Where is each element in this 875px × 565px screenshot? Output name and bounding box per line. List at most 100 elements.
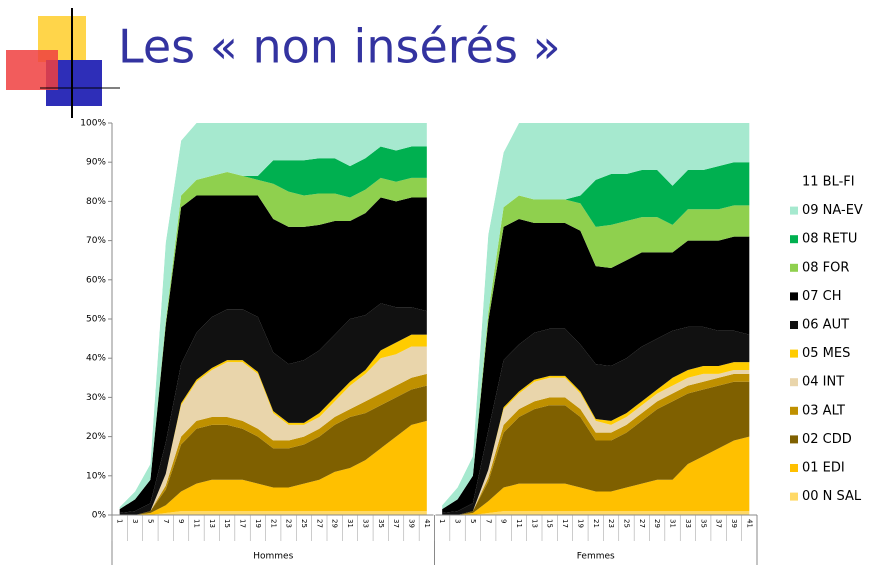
x-tick-label: 15 bbox=[223, 519, 231, 528]
x-tick-label: 27 bbox=[315, 519, 323, 528]
legend-label: 08 RETU bbox=[802, 232, 857, 247]
x-tick-label: 25 bbox=[622, 519, 630, 528]
legend-label: 07 CH bbox=[802, 289, 842, 304]
legend-swatch bbox=[790, 406, 798, 415]
group-label: Hommes bbox=[253, 552, 293, 562]
area bbox=[442, 123, 750, 506]
x-tick-label: 3 bbox=[454, 519, 462, 523]
x-tick-label: 25 bbox=[300, 519, 308, 528]
legend-swatch bbox=[790, 235, 798, 244]
x-tick-label: 33 bbox=[361, 519, 369, 528]
y-tick-label: 80% bbox=[86, 197, 106, 207]
legend-swatch bbox=[790, 349, 798, 358]
legend-label: 05 MES bbox=[802, 346, 850, 361]
x-tick-label: 39 bbox=[407, 519, 415, 528]
area bbox=[442, 436, 750, 515]
x-tick-label: 39 bbox=[730, 519, 738, 528]
legend-swatch bbox=[790, 263, 798, 272]
area bbox=[119, 123, 427, 508]
area bbox=[442, 162, 750, 510]
legend-swatch bbox=[790, 464, 798, 472]
x-tick-label: 1 bbox=[116, 519, 124, 523]
x-tick-label: 7 bbox=[484, 519, 492, 523]
y-tick-label: 60% bbox=[86, 275, 106, 285]
x-tick-label: 41 bbox=[745, 519, 753, 528]
area bbox=[442, 369, 750, 515]
legend-label: 01 EDI bbox=[802, 461, 845, 476]
x-tick-label: 41 bbox=[423, 519, 431, 528]
y-tick-label: 20% bbox=[86, 432, 106, 442]
x-tick-label: 17 bbox=[561, 519, 569, 528]
x-tick-label: 7 bbox=[162, 519, 170, 523]
legend-swatch bbox=[790, 435, 798, 444]
area bbox=[119, 373, 427, 515]
area bbox=[119, 334, 427, 515]
area bbox=[442, 381, 750, 515]
x-tick-label: 35 bbox=[699, 519, 707, 528]
legend-swatch bbox=[790, 292, 798, 301]
x-tick-label: 13 bbox=[530, 519, 538, 528]
x-tick-label: 9 bbox=[500, 519, 508, 523]
x-tick-label: 15 bbox=[546, 519, 554, 528]
legend-swatch bbox=[790, 321, 798, 329]
legend-label: 02 CDD bbox=[802, 432, 852, 447]
area bbox=[119, 346, 427, 515]
y-tick-label: 30% bbox=[86, 393, 106, 403]
x-tick-label: 37 bbox=[715, 519, 723, 528]
area bbox=[119, 420, 427, 515]
x-tick-label: 29 bbox=[653, 519, 661, 528]
area bbox=[119, 303, 427, 515]
legend-swatch bbox=[790, 378, 798, 387]
area bbox=[119, 195, 427, 514]
chart-title: Les « non insérés » bbox=[118, 20, 561, 74]
x-tick-label: 3 bbox=[131, 519, 139, 523]
x-tick-label: 29 bbox=[331, 519, 339, 528]
x-tick-label: 23 bbox=[607, 519, 615, 528]
x-tick-label: 19 bbox=[576, 519, 584, 528]
x-tick-label: 31 bbox=[346, 519, 354, 528]
y-tick-label: 100% bbox=[80, 119, 106, 129]
x-tick-label: 9 bbox=[177, 519, 185, 523]
legend-label: 09 NA-EV bbox=[802, 203, 863, 218]
legend-label: 03 ALT bbox=[802, 403, 845, 418]
legend-swatch bbox=[790, 492, 798, 501]
y-tick-label: 0% bbox=[92, 511, 107, 521]
y-tick-label: 90% bbox=[86, 158, 106, 168]
y-tick-label: 40% bbox=[86, 354, 106, 364]
deco-red bbox=[6, 50, 58, 90]
x-tick-label: 11 bbox=[515, 519, 523, 528]
x-tick-label: 11 bbox=[192, 519, 200, 528]
x-tick-label: 23 bbox=[285, 519, 293, 528]
x-tick-label: 21 bbox=[592, 519, 600, 528]
legend-label: 11 BL-FI bbox=[802, 175, 855, 190]
y-tick-label: 50% bbox=[86, 315, 106, 325]
x-tick-label: 37 bbox=[392, 519, 400, 528]
group-label: Femmes bbox=[577, 552, 615, 562]
x-tick-label: 13 bbox=[208, 519, 216, 528]
area bbox=[442, 195, 750, 510]
area bbox=[119, 511, 427, 515]
legend-label: 06 AUT bbox=[802, 318, 849, 333]
y-tick-label: 10% bbox=[86, 471, 106, 481]
x-tick-label: 19 bbox=[254, 519, 262, 528]
x-tick-label: 33 bbox=[684, 519, 692, 528]
legend-swatch bbox=[790, 178, 798, 186]
y-tick-label: 70% bbox=[86, 236, 106, 246]
x-tick-label: 5 bbox=[146, 519, 154, 523]
area bbox=[442, 219, 750, 514]
legend-label: 04 INT bbox=[802, 375, 844, 390]
x-tick-label: 35 bbox=[377, 519, 385, 528]
x-tick-label: 21 bbox=[269, 519, 277, 528]
area bbox=[119, 385, 427, 515]
area bbox=[442, 511, 750, 515]
area bbox=[442, 326, 750, 515]
legend-label: 00 N SAL bbox=[802, 489, 862, 504]
x-tick-label: 27 bbox=[638, 519, 646, 528]
area bbox=[442, 123, 750, 510]
x-tick-label: 1 bbox=[438, 519, 446, 523]
x-tick-label: 5 bbox=[469, 519, 477, 523]
x-tick-label: 17 bbox=[239, 519, 247, 528]
legend-swatch bbox=[790, 206, 798, 215]
